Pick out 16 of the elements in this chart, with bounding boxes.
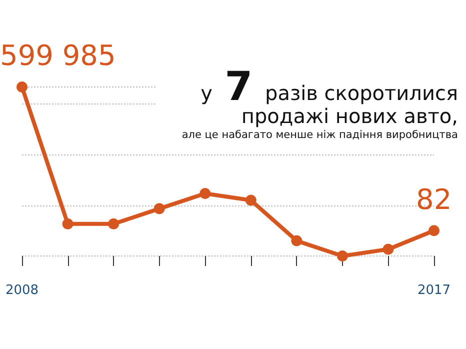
point [108,218,120,230]
x-tick-label: 2008 [5,283,39,298]
x-tick-label: 2017 [417,283,451,298]
point [62,218,74,230]
annotation: 599 985 [0,39,116,72]
point [428,225,440,236]
point [336,250,348,262]
point [200,188,211,199]
text: але це набагато менше ніж падіння виробництва [180,128,458,142]
point [16,82,28,92]
point [154,203,165,214]
chart-title: у 7 разів скоротилися продажі нових авто, [200,64,458,128]
point [291,235,302,246]
point [245,194,256,206]
annotation: 82 [416,182,452,216]
point [382,244,394,255]
